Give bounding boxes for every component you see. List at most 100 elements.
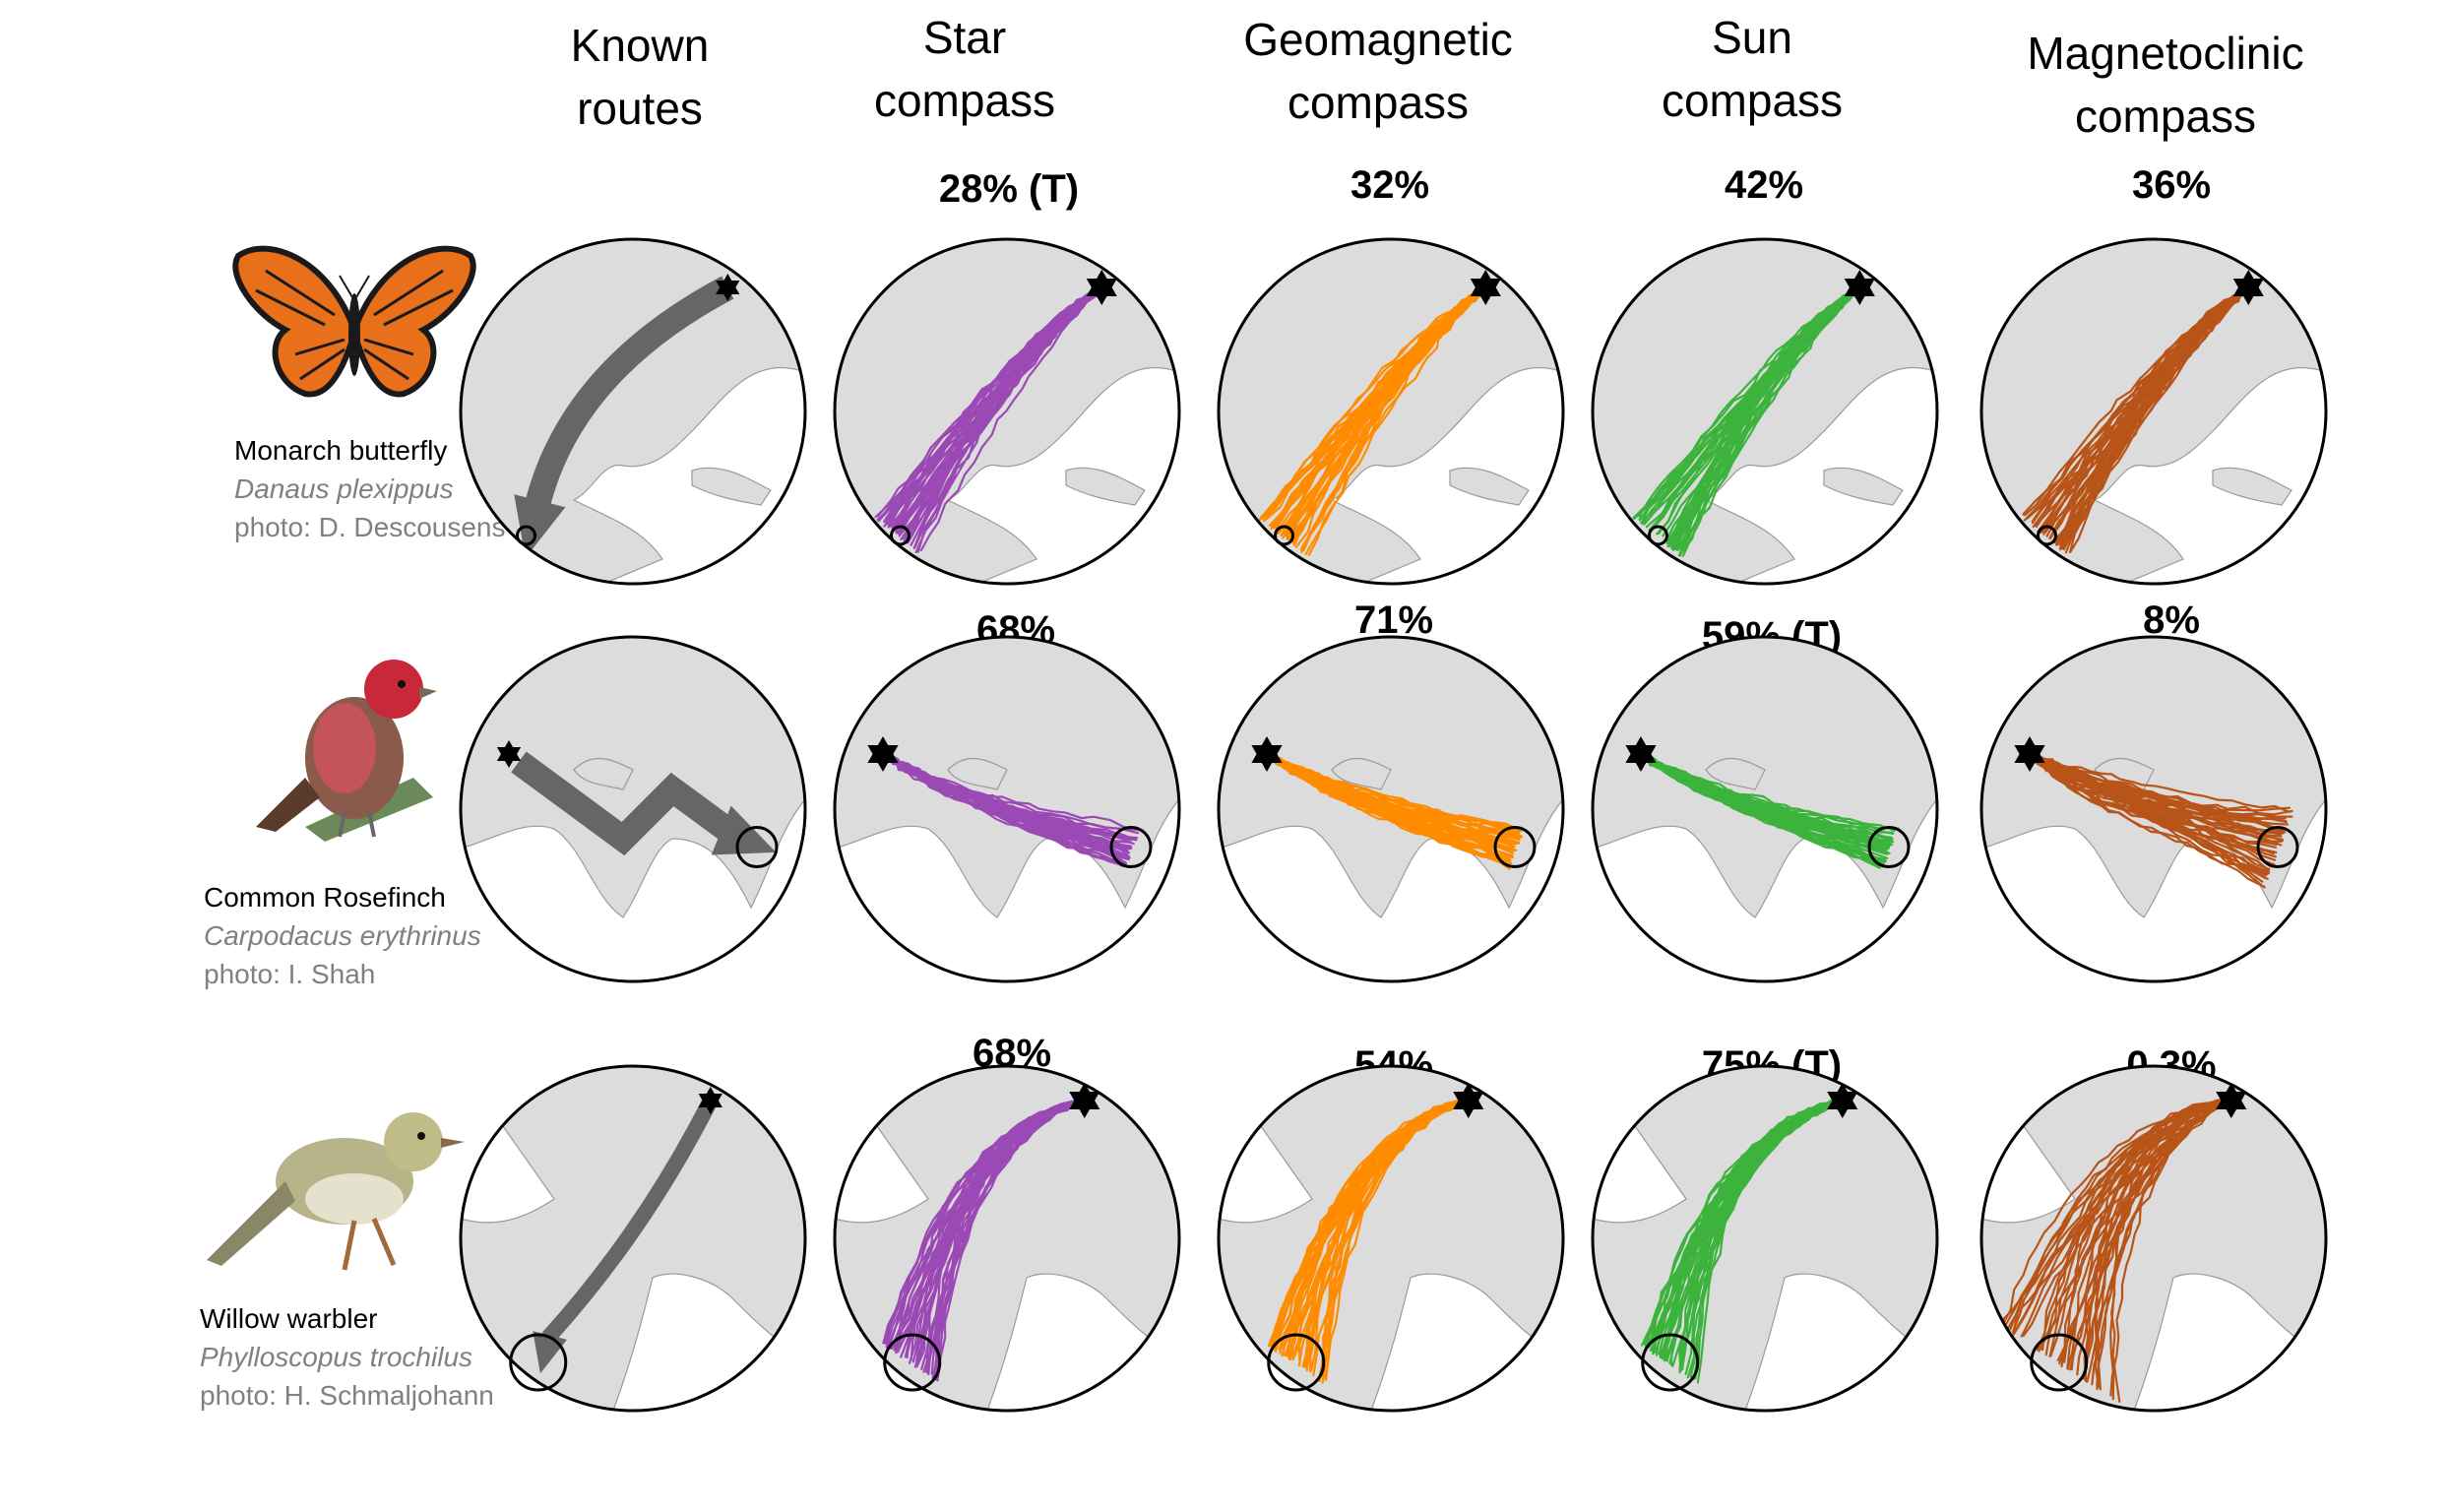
column-header-magnetoclinic-compass: Magnetoclinic compass [2027, 28, 2304, 142]
simulated-track-35 [2056, 285, 2250, 546]
target-area-circle [1641, 1333, 1700, 1392]
release-site-star-icon [698, 1094, 722, 1114]
bird-icon [207, 1112, 465, 1271]
landmass [1981, 1066, 2326, 1411]
release-site-star-icon [1251, 745, 1283, 772]
simulated-track-38 [1671, 1099, 1844, 1367]
known-route-arrow [523, 276, 734, 514]
photo-credit: photo: D. Descousens [234, 512, 506, 542]
photo-credit: photo: H. Schmaljohann [200, 1380, 494, 1411]
simulated-track-38 [920, 1099, 1086, 1371]
release-site-star-icon [2216, 1092, 2247, 1118]
release-site-star-icon [1470, 279, 1501, 305]
simulated-track-39 [902, 285, 1103, 540]
release-site-star-icon [496, 747, 522, 768]
globe-outline [459, 1064, 807, 1413]
globe-outline [833, 1064, 1181, 1413]
target-area-circle [890, 525, 911, 546]
target-area-circle [1493, 826, 1537, 868]
map-row1-magnetoclinic [1979, 237, 2328, 586]
globe-outline [833, 237, 1181, 586]
release-site-star-icon [2014, 745, 2045, 772]
arrowhead-icon [514, 494, 566, 558]
simulated-track-25 [2056, 1099, 2232, 1362]
simulated-track-32 [1284, 285, 1487, 536]
bird-icon [256, 660, 437, 842]
scientific-name: Phylloscopus trochilus [200, 1342, 473, 1372]
map-row2-geomagnetic [1217, 635, 1565, 983]
species-caption-warbler: Willow warbler Phylloscopus trochilus ph… [200, 1299, 494, 1415]
column-header-geomagnetic-compass: Geomagnetic compass [1243, 14, 1513, 128]
target-area-circle [509, 1333, 568, 1392]
column-header-known-routes: Known routes [570, 20, 710, 134]
simulated-track-39 [2061, 285, 2250, 550]
simulated-track-38 [897, 285, 1103, 534]
globe-outline [1979, 237, 2328, 586]
simulated-track-38 [2042, 285, 2250, 536]
simulated-track-39 [934, 1099, 1086, 1380]
simulated-track-38 [2066, 1099, 2232, 1369]
target-area-circle [1267, 1333, 1326, 1392]
release-site-star-icon [1453, 1092, 1484, 1118]
scientific-name: Carpodacus erythrinus [204, 920, 481, 951]
simulated-track-38 [1639, 752, 1884, 862]
simulated-track-35 [885, 1099, 1086, 1345]
map-row3-known-routes [459, 1064, 807, 1413]
simulated-track-33 [2022, 1099, 2232, 1337]
map-row1-known-routes [459, 237, 807, 586]
simulated-track-3 [919, 285, 1103, 552]
globe-outline [1591, 635, 1939, 983]
monarch-butterfly-photo [232, 245, 476, 398]
simulated-track-37 [1265, 752, 1521, 834]
target-area-circle [1109, 826, 1153, 868]
arrowhead-icon [711, 805, 777, 855]
release-site-star-icon [1844, 279, 1875, 305]
map-row2-sun [1591, 635, 1939, 983]
simulated-track-37 [1686, 1099, 1844, 1379]
globe-outline [459, 635, 807, 983]
map-row1-star [833, 237, 1181, 586]
release-site-star-icon [867, 745, 899, 772]
simulated-track-39 [881, 752, 1133, 849]
simulated-track-36 [2028, 752, 2266, 889]
globe-outline [1217, 1064, 1565, 1413]
globe-outline [1217, 237, 1565, 586]
pct-row1-magnetoclinic: 36% [2131, 163, 2212, 207]
common-name: Willow warbler [200, 1303, 378, 1334]
simulated-track-39 [2012, 1099, 2232, 1334]
globe-outline [1591, 1064, 1939, 1413]
pct-row2-magnetoclinic: 8% [2143, 598, 2200, 642]
target-area-circle [516, 525, 536, 546]
map-row1-sun [1591, 237, 1939, 586]
simulated-track-39 [1642, 1099, 1844, 1346]
simulated-track-39 [1640, 285, 1861, 524]
target-area-circle [1274, 525, 1294, 546]
globe-outline [459, 237, 807, 586]
simulated-track-39 [1265, 752, 1510, 862]
simulated-track-38 [1638, 285, 1861, 522]
common-name: Common Rosefinch [204, 882, 446, 913]
map-row3-star [833, 1064, 1181, 1413]
simulated-track-39 [1278, 1099, 1470, 1351]
species-caption-rosefinch: Common Rosefinch Carpodacus erythrinus p… [204, 878, 481, 993]
target-area-circle [735, 826, 779, 868]
known-route-arrow [511, 751, 745, 856]
globe-outline [1217, 635, 1565, 983]
scientific-name: Danaus plexippus [234, 473, 454, 504]
simulated-track-39 [2028, 752, 2288, 823]
simulated-track-39 [1277, 285, 1487, 535]
pct-row2-geomagnetic: 71% [1353, 598, 1434, 642]
simulated-track-36 [2038, 285, 2250, 533]
known-route-arrow [541, 1097, 718, 1344]
target-area-circle [2037, 525, 2057, 546]
column-header-star-compass: Star compass [873, 12, 1056, 126]
butterfly-icon [232, 245, 476, 398]
map-row1-geomagnetic [1217, 237, 1565, 586]
release-site-star-icon [1827, 1092, 1858, 1118]
simulated-track-37 [2028, 752, 2276, 853]
rosefinch-photo [256, 660, 437, 842]
target-area-circle [1648, 525, 1668, 546]
species-caption-monarch: Monarch butterfly Danaus plexippus photo… [234, 431, 506, 546]
target-area-circle [2030, 1333, 2089, 1392]
release-site-star-icon [716, 281, 740, 301]
